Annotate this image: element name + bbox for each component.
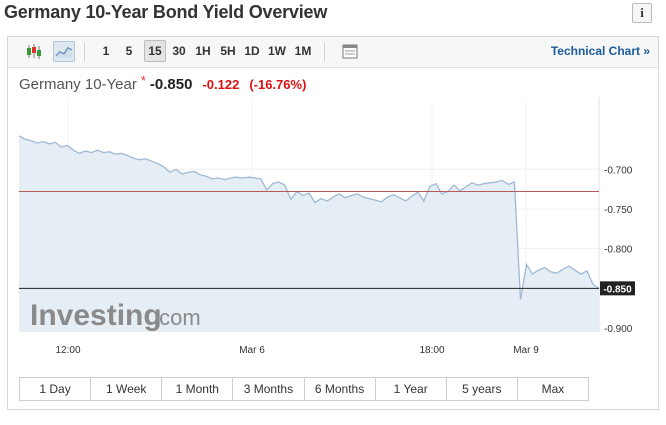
y-tick-label: -0.800	[604, 245, 633, 256]
range-5-years[interactable]: 5 years	[447, 378, 518, 400]
range-1-year[interactable]: 1 Year	[376, 378, 447, 400]
range-3-months[interactable]: 3 Months	[233, 378, 305, 400]
range-1-day[interactable]: 1 Day	[20, 378, 92, 400]
period-15[interactable]: 15	[144, 40, 166, 62]
price-change: -0.122	[202, 77, 240, 92]
delay-star: *	[140, 73, 146, 88]
candlestick-icon[interactable]	[24, 42, 44, 61]
last-value-label: -0.850	[600, 281, 635, 296]
range-max[interactable]: Max	[541, 382, 565, 396]
x-tick-label: Mar 6	[239, 345, 265, 356]
price-chart[interactable]: Investing .com -0.700-0.750-0.800-0.900 …	[8, 37, 658, 409]
range-1-month[interactable]: 1 Month	[162, 378, 234, 400]
period-30[interactable]: 30	[172, 44, 186, 58]
period-1d[interactable]: 1D	[244, 44, 260, 58]
range-6-months[interactable]: 6 Months	[305, 378, 376, 400]
x-axis: 12:00 Mar 6 18:00 Mar 9	[55, 345, 539, 356]
y-tick-label: -0.750	[604, 205, 633, 216]
instrument-name: Germany 10-Year	[19, 76, 137, 93]
y-axis: -0.700 -0.750 -0.800 -0.900	[604, 165, 633, 335]
chart-toolbar: 1 5 15 30 1H 5H 1D 1W 1M Technical Chart…	[8, 37, 658, 68]
period-1[interactable]: 1	[102, 44, 110, 58]
y-tick-label: -0.700	[604, 165, 633, 176]
y-tick-label: -0.900	[604, 324, 633, 335]
period-1h[interactable]: 1H	[195, 44, 211, 58]
price-change-percent: (-16.76%)	[249, 77, 307, 92]
price-area	[19, 135, 599, 332]
watermark-suffix: .com	[153, 305, 201, 330]
x-tick-label: 12:00	[55, 345, 80, 356]
x-tick-label: 18:00	[419, 345, 444, 356]
x-tick-label: Mar 9	[513, 345, 539, 356]
price-line	[18, 135, 600, 300]
last-price: -0.850	[149, 76, 193, 93]
period-1m[interactable]: 1M	[294, 44, 312, 58]
table-icon[interactable]	[340, 42, 360, 61]
line-chart-icon[interactable]	[53, 41, 75, 62]
investing-watermark: Investing .com	[30, 299, 201, 332]
technical-chart-link[interactable]: Technical Chart »	[550, 44, 650, 58]
quote-row: Germany 10-Year * -0.850 -0.122 (-16.76%)	[19, 73, 307, 96]
period-1w[interactable]: 1W	[268, 44, 286, 58]
info-button[interactable]: i	[632, 3, 652, 23]
watermark-brand: Investing	[30, 299, 162, 332]
time-range-selector: 1 Day 1 Week 1 Month 3 Months 6 Months 1…	[19, 377, 589, 401]
chart-widget: 1 5 15 30 1H 5H 1D 1W 1M Technical Chart…	[7, 36, 659, 410]
period-5h[interactable]: 5H	[220, 44, 236, 58]
toolbar-divider	[84, 43, 85, 61]
period-5[interactable]: 5	[125, 44, 133, 58]
toolbar-divider	[324, 43, 325, 61]
page-title: Germany 10-Year Bond Yield Overview	[4, 2, 328, 22]
last-value-text: -0.850	[603, 284, 632, 295]
last-value-box	[600, 281, 635, 296]
range-1-week[interactable]: 1 Week	[91, 378, 163, 400]
